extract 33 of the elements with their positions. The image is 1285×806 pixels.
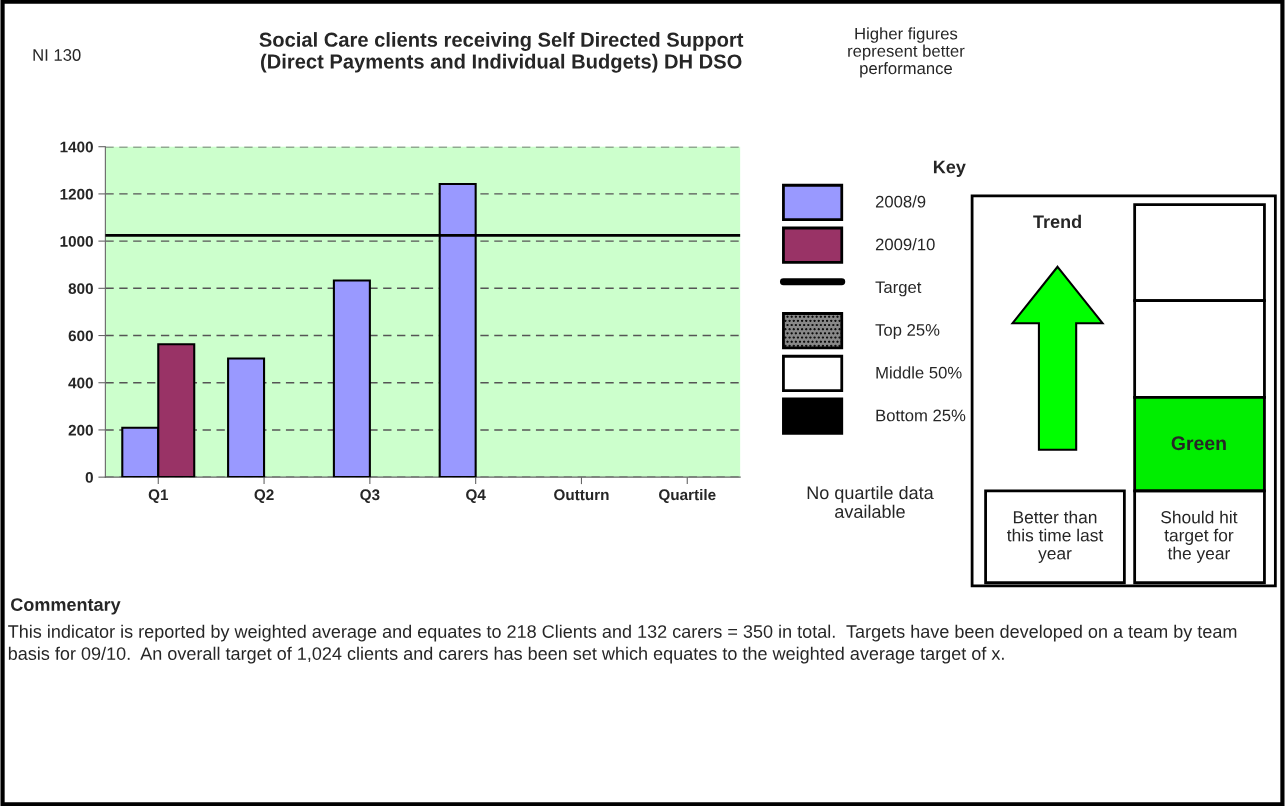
bar: [227, 357, 266, 478]
x-tick-label: Q4: [466, 489, 486, 504]
y-tick-label: 600: [68, 330, 93, 342]
text: No quartile data available: [807, 485, 934, 518]
bar: [332, 279, 371, 478]
y-tick-label: 0: [85, 472, 93, 483]
text: Better than this time last year: [1007, 510, 1104, 563]
legend-title: Key: [933, 160, 966, 177]
text: Green: [1171, 436, 1226, 451]
text: Should hit target for the year: [1161, 510, 1238, 563]
x-tick-label: Outturn: [554, 489, 609, 501]
text: Bottom 25%: [876, 409, 966, 422]
chart-title: Social Care clients receiving Self Directed Support (Direct Payments and Individual Budgets) DH DSO: [259, 32, 744, 73]
x-tick-label: Q2: [254, 489, 274, 504]
y-tick-label: 1200: [60, 188, 93, 200]
x-tick-label: Quartile: [659, 488, 716, 504]
text: Commentary: [11, 598, 121, 615]
text: Higher figures represent better performance: [848, 27, 965, 78]
legend-label: 2009/10: [875, 238, 935, 251]
text: Middle 50%: [876, 366, 962, 379]
text: NI 130: [33, 49, 81, 61]
text: This indicator is reported by weighted average and equates to 218 Clients and 132 carers = 350 in total. Targets have been developed on a team by team basis for 09/10. An overall target of 1,024 clients and carers has been set which equates to the weighted average target of x.: [8, 624, 1237, 664]
legend-label: 2008/9: [875, 195, 926, 208]
x-tick-label: Q3: [360, 489, 380, 504]
text: Trend: [1033, 214, 1081, 229]
y-tick-label: 400: [68, 377, 93, 389]
y-tick-label: 800: [68, 283, 93, 294]
x-tick-label: Q1: [148, 489, 169, 504]
y-tick-label: 1000: [60, 235, 93, 247]
legend-label: Target: [875, 281, 922, 297]
y-tick-label: 1400: [60, 141, 93, 153]
text: Top 25%: [875, 324, 940, 340]
y-tick-label: 200: [68, 424, 93, 436]
